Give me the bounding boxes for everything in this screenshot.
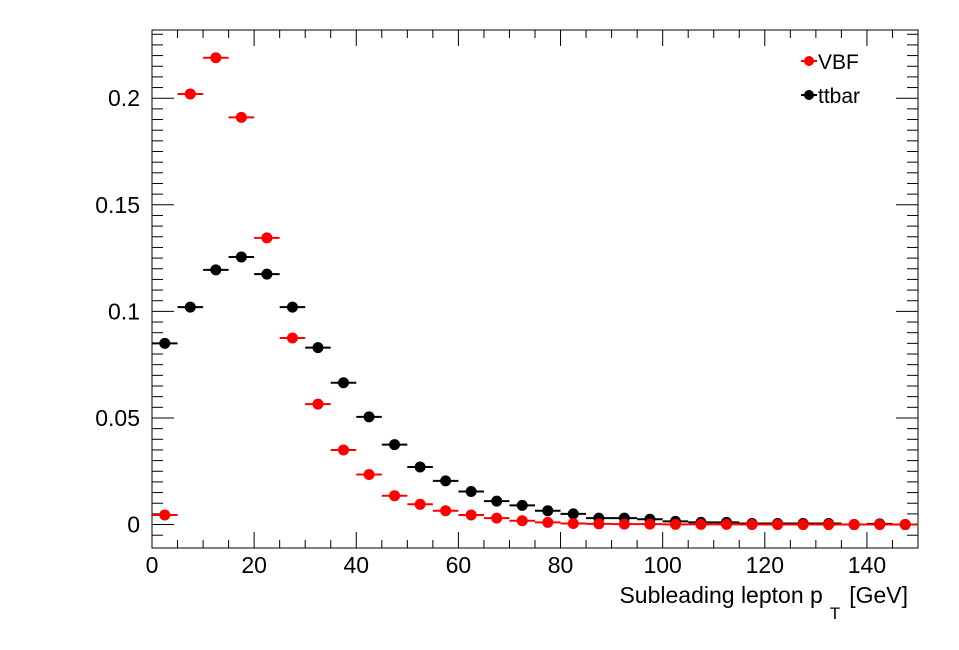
x-tick-label: 40 — [343, 552, 369, 578]
data-point — [516, 515, 528, 527]
data-point — [363, 411, 375, 423]
data-point — [389, 439, 401, 451]
data-point — [210, 52, 222, 64]
data-point — [797, 519, 809, 531]
data-point — [899, 519, 911, 531]
data-point — [644, 518, 656, 530]
data-point — [414, 461, 426, 473]
x-axis: 0 20 40 60 80 100 120 140 — [146, 30, 893, 578]
data-point — [874, 519, 886, 531]
y-axis: 0 0.05 0.1 0.15 0.2 — [95, 33, 918, 538]
data-point — [389, 490, 401, 502]
data-point — [542, 516, 554, 528]
data-point — [338, 377, 349, 389]
x-axis-title-main: Subleading lepton p — [619, 582, 822, 608]
data-point — [312, 398, 324, 410]
legend-ttbar-marker — [804, 90, 814, 100]
x-tick-label: 80 — [548, 552, 574, 578]
data-point — [567, 508, 579, 520]
data-point — [363, 468, 375, 480]
x-tick-label: 120 — [746, 552, 784, 578]
data-point — [210, 264, 222, 276]
series-vbf — [152, 52, 918, 531]
legend-vbf-marker — [804, 56, 814, 66]
data-point — [772, 519, 784, 531]
data-point — [440, 475, 452, 487]
data-point — [338, 444, 349, 456]
data-point — [567, 517, 579, 529]
data-marks — [152, 52, 918, 531]
data-point — [848, 519, 860, 531]
data-point — [721, 518, 732, 530]
data-point — [184, 88, 196, 100]
data-point — [159, 509, 171, 521]
y-tick-label: 0.15 — [95, 192, 140, 218]
data-point — [414, 498, 426, 510]
data-point — [440, 505, 452, 517]
data-point — [261, 232, 273, 244]
y-tick-label: 0 — [127, 512, 140, 538]
y-tick-label: 0.05 — [95, 405, 140, 431]
series-ttbar — [152, 251, 918, 531]
data-point — [286, 301, 298, 313]
x-tick-label: 0 — [146, 552, 159, 578]
data-point — [542, 505, 554, 517]
x-tick-label: 20 — [241, 552, 267, 578]
data-point — [465, 486, 477, 498]
x-axis-title: Subleading lepton p T [GeV] — [619, 582, 908, 623]
x-tick-label: 140 — [848, 552, 886, 578]
data-point — [516, 499, 528, 511]
data-point — [823, 519, 835, 531]
legend: VBF ttbar — [801, 51, 860, 108]
plot-frame — [151, 29, 919, 549]
data-point — [159, 337, 171, 349]
data-point — [695, 518, 707, 530]
x-axis-title-subscript: T — [830, 604, 840, 623]
data-point — [593, 518, 605, 530]
x-axis-title-unit: [GeV] — [849, 582, 908, 608]
data-point — [491, 512, 503, 524]
data-point — [235, 111, 247, 123]
data-point — [465, 509, 477, 521]
legend-vbf-label: VBF — [818, 51, 859, 74]
data-point — [235, 251, 247, 263]
data-point — [618, 518, 630, 530]
data-point — [491, 495, 503, 507]
data-point — [184, 301, 196, 313]
data-point — [669, 518, 681, 530]
y-tick-label: 0.2 — [108, 85, 140, 111]
data-point — [261, 268, 273, 280]
x-tick-label: 60 — [446, 552, 472, 578]
data-point — [286, 332, 298, 344]
data-point — [312, 342, 324, 354]
legend-ttbar-label: ttbar — [818, 85, 860, 108]
data-point — [746, 519, 758, 531]
x-tick-label: 100 — [643, 552, 681, 578]
y-tick-label: 0.1 — [108, 298, 140, 324]
